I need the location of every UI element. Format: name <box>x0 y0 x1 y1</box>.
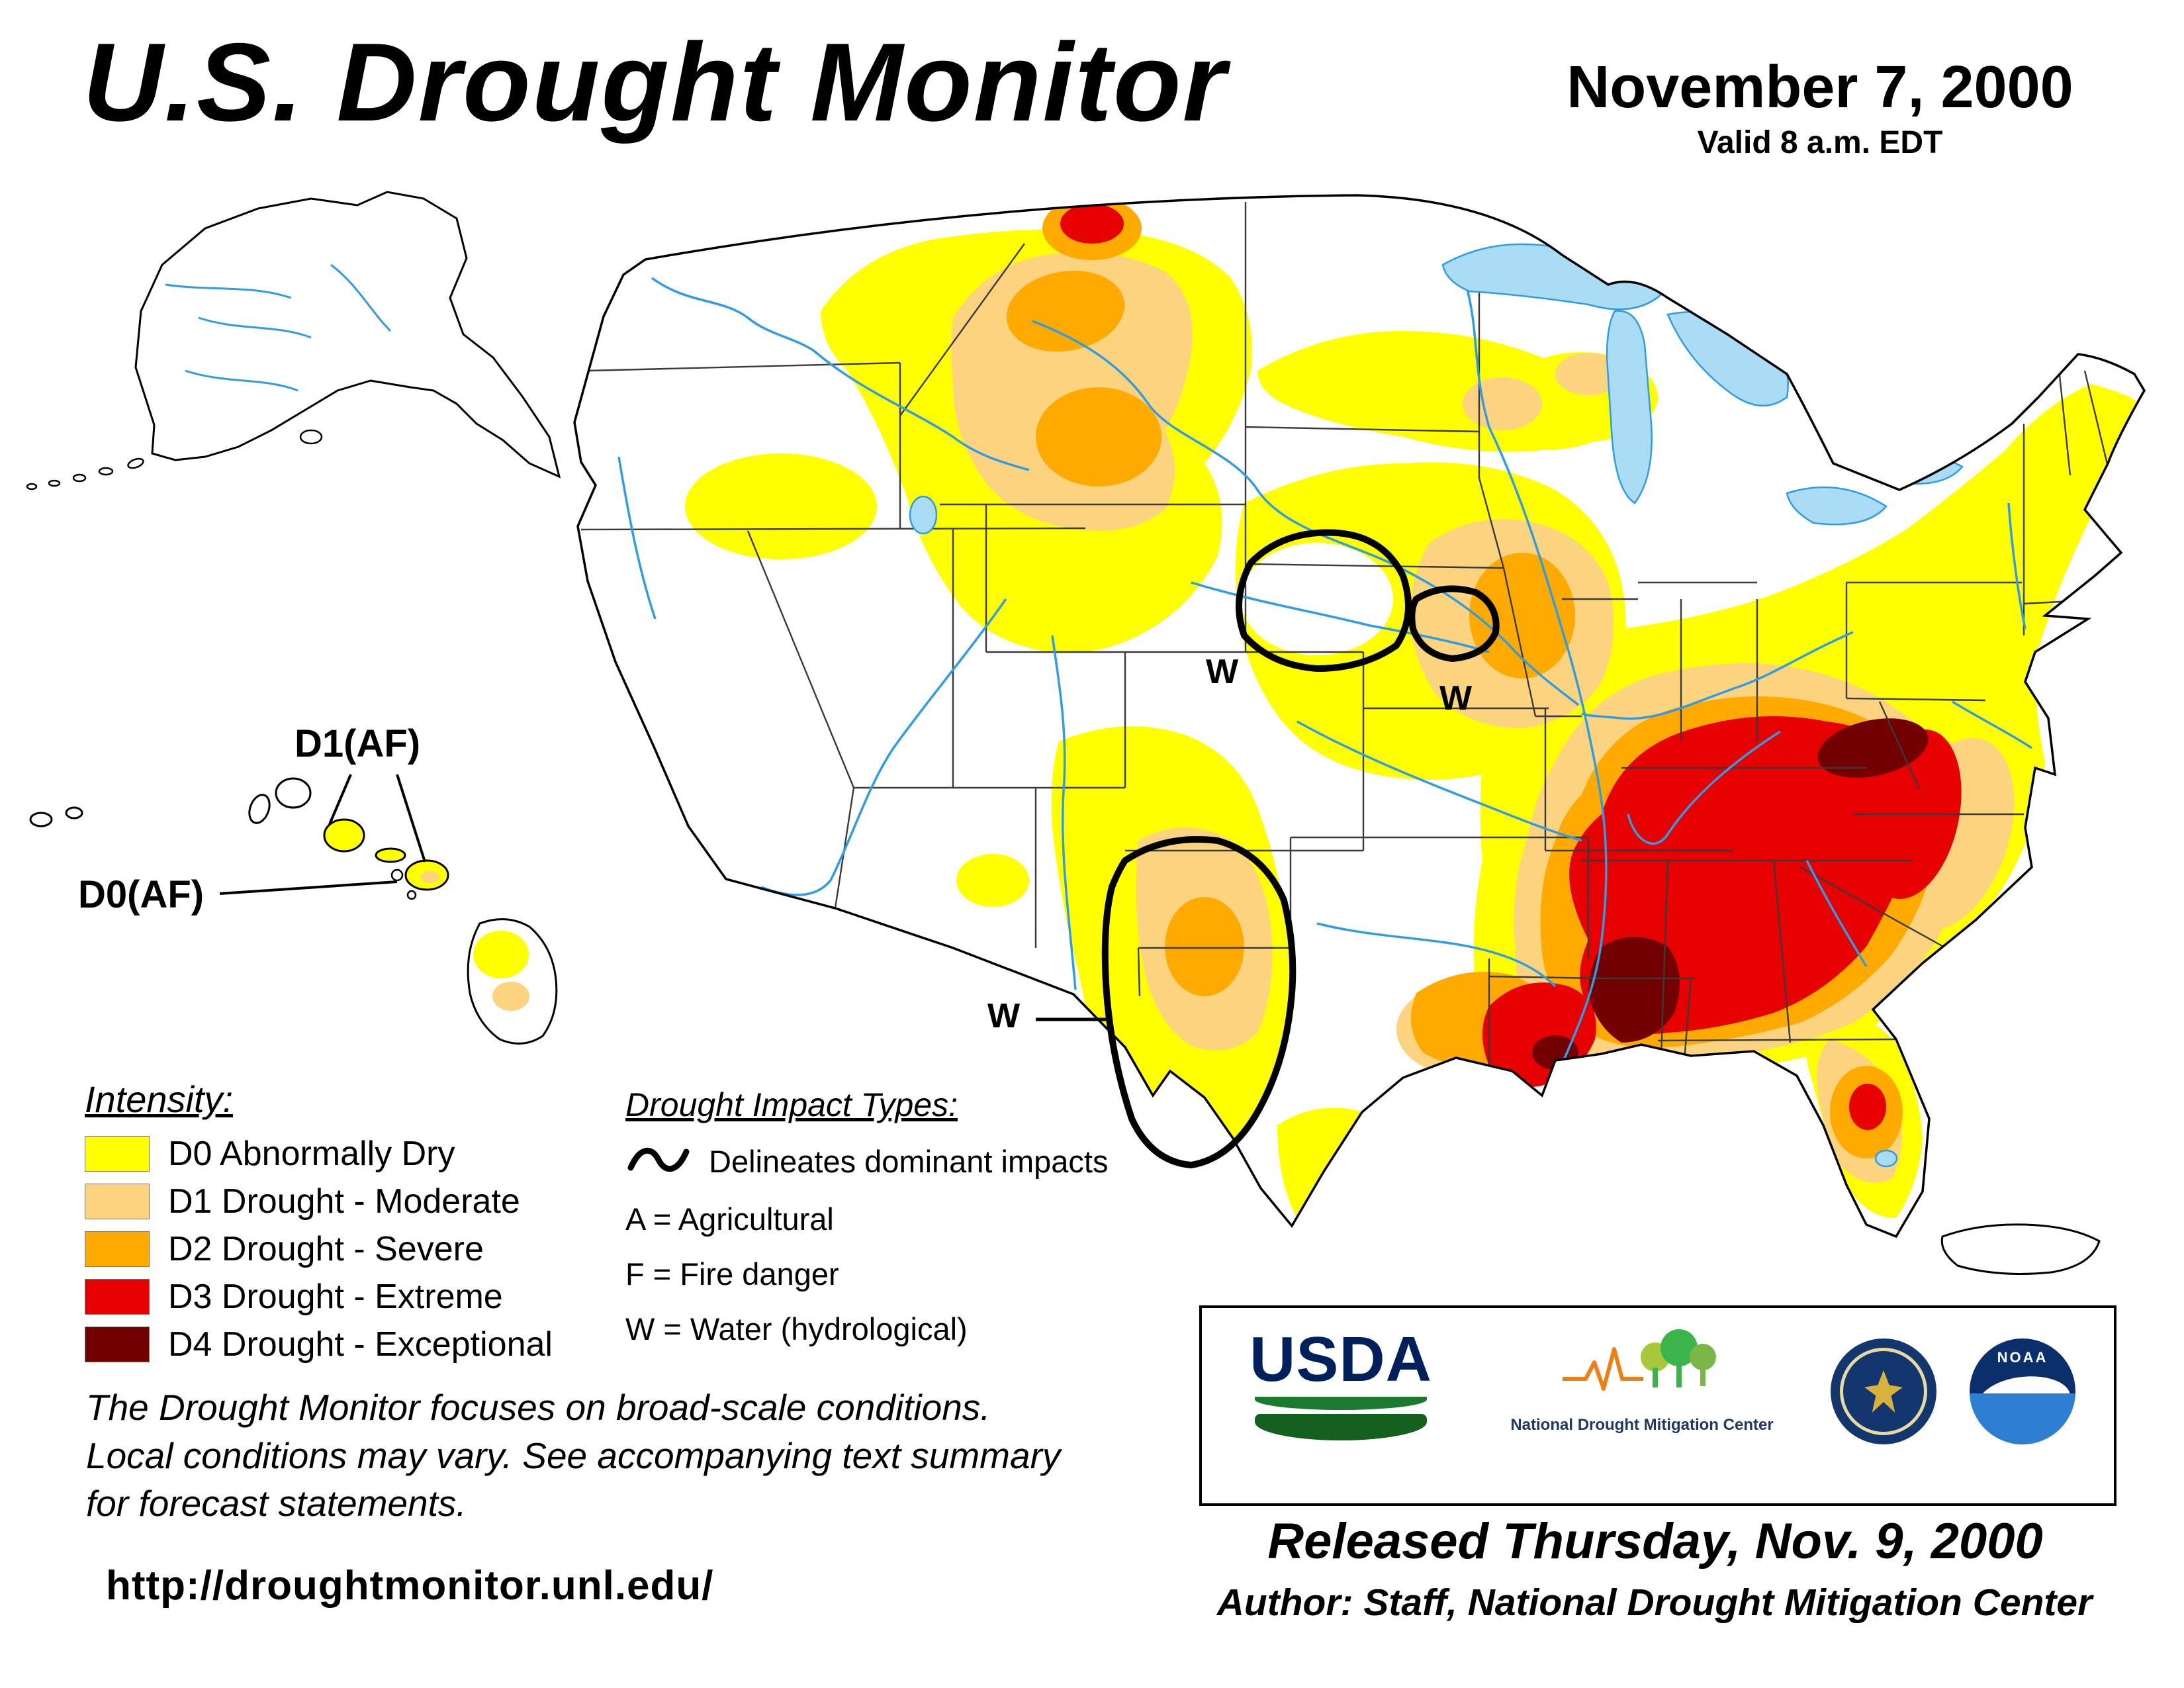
d4-label: D4 Drought - Exceptional <box>168 1325 553 1364</box>
agency-logo-box: USDA National Drought Mitigation Center … <box>1199 1305 2116 1506</box>
impact-type-fire: F = Fire danger <box>625 1256 839 1291</box>
water-impact-label-nebraska: W <box>1206 653 1239 691</box>
impact-type-water: W = Water (hydrological) <box>625 1311 968 1346</box>
page-title: U.S. Drought Monitor <box>83 20 1228 144</box>
disclaimer-line-2: Local conditions may vary. See accompany… <box>86 1434 1061 1476</box>
hawaii-leader-lines <box>219 774 426 895</box>
d4-layer <box>1532 718 1929 1070</box>
impact-types-legend: Drought Impact Types: Delineates dominan… <box>625 1086 1195 1366</box>
usda-logo-text: USDA <box>1249 1324 1432 1395</box>
intensity-legend: Intensity: D0 Abnormally Dry D1 Drought … <box>85 1078 614 1374</box>
commerce-seal-icon <box>1831 1338 1936 1444</box>
d0-label: D0 Abnormally Dry <box>168 1135 455 1173</box>
conus-outline <box>573 194 2146 1239</box>
impact-types-title: Drought Impact Types: <box>625 1086 958 1123</box>
rivers <box>617 277 2032 1100</box>
water-outline-iowa <box>1408 585 1500 662</box>
d3-label: D3 Drought - Extreme <box>168 1278 503 1316</box>
usda-field-icon <box>1255 1414 1427 1440</box>
ndmc-trees-icon <box>1563 1329 1716 1391</box>
legend-item-d0: D0 Abnormally Dry <box>85 1135 614 1173</box>
author-line: Author: Staff, National Drought Mitigati… <box>1216 1581 2093 1624</box>
hawaii-d0-label: D0(AF) <box>78 873 205 916</box>
disclaimer-text: The Drought Monitor focuses on broad-sca… <box>86 1383 1060 1528</box>
ndmc-logo-text: National Drought Mitigation Center <box>1510 1416 1774 1434</box>
water-impact-label-iowa: W <box>1439 679 1473 718</box>
noaa-seal-icon: NOAA <box>1970 1338 2075 1444</box>
legend-item-d4: D4 Drought - Exceptional <box>85 1325 614 1364</box>
map-date: November 7, 2000 <box>1567 54 2073 120</box>
d3-swatch <box>85 1279 150 1315</box>
water-impact-label-texas: W <box>987 997 1021 1035</box>
disclaimer-line-1: The Drought Monitor focuses on broad-sca… <box>86 1387 991 1428</box>
water-outline-texas <box>1101 836 1297 1168</box>
date-block: November 7, 2000 Valid 8 a.m. EDT <box>1509 56 2131 161</box>
d2-swatch <box>85 1231 150 1267</box>
usda-swoosh-icon <box>1255 1397 1427 1410</box>
d1-swatch <box>85 1184 150 1219</box>
alaska-rivers <box>165 263 392 392</box>
d2-label: D2 Drought - Severe <box>168 1230 484 1268</box>
d4-swatch <box>85 1327 150 1362</box>
noaa-seal-lower <box>1970 1393 2075 1444</box>
valid-time: Valid 8 a.m. EDT <box>1697 124 1943 160</box>
impact-type-agricultural: A = Agricultural <box>625 1201 834 1237</box>
released-date: Released Thursday, Nov. 9, 2000 <box>1267 1513 2043 1570</box>
hawaii-d1-label: D1(AF) <box>295 722 421 765</box>
d0-swatch <box>85 1136 150 1172</box>
great-lakes <box>909 243 1964 1168</box>
puerto-rico-inset <box>1940 1223 2101 1275</box>
state-borders <box>580 202 2109 1078</box>
legend-item-d3: D3 Drought - Extreme <box>85 1278 614 1316</box>
water-impact-outlines <box>1036 529 1500 1168</box>
noaa-seal-text: NOAA <box>1997 1349 2048 1366</box>
legend-item-d2: D2 Drought - Severe <box>85 1230 614 1268</box>
drought-monitor-url[interactable]: http://droughtmonitor.unl.edu/ <box>106 1563 714 1609</box>
legend-title: Intensity: <box>85 1078 234 1120</box>
delineates-row: Delineates dominant impacts <box>625 1141 1195 1181</box>
ndmc-logo: National Drought Mitigation Center <box>1486 1323 1797 1434</box>
legend-item-d1: D1 Drought - Moderate <box>85 1182 614 1221</box>
delineates-label: Delineates dominant impacts <box>709 1143 1109 1179</box>
hawaii-inset <box>29 774 558 1045</box>
usda-logo: USDA <box>1242 1328 1440 1440</box>
alaska-inset <box>26 191 561 491</box>
disclaimer-line-3: for forecast statements. <box>86 1483 467 1524</box>
water-outline-nebraska <box>1236 529 1412 672</box>
squiggle-icon <box>627 1147 690 1172</box>
d1-label: D1 Drought - Moderate <box>168 1182 520 1221</box>
